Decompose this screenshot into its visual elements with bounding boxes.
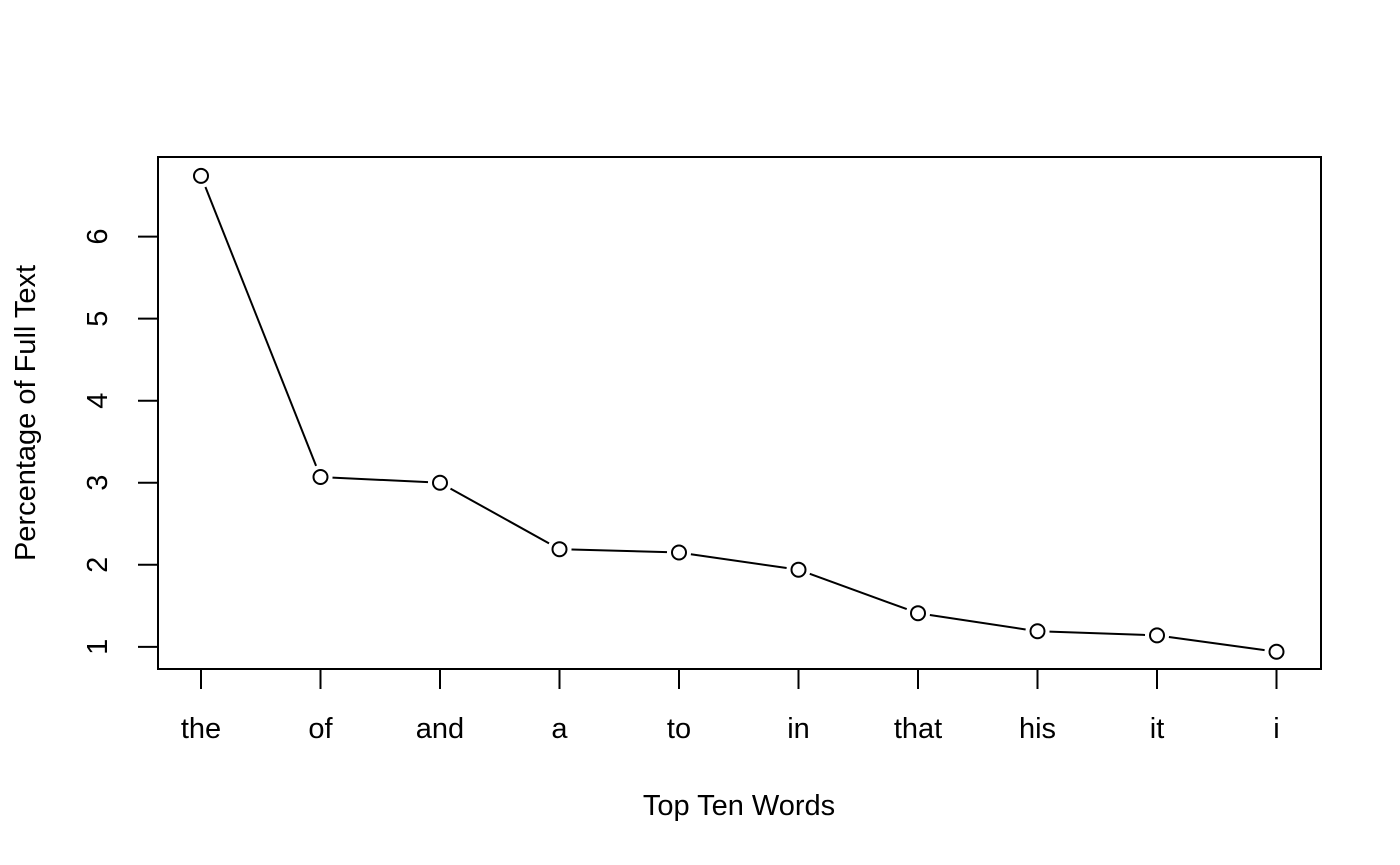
x-tick-label: in [787, 713, 810, 745]
series-line-segment [809, 572, 908, 611]
x-tick-label: that [894, 713, 942, 745]
series-line-segment [1168, 636, 1265, 652]
series-line-segment [1049, 630, 1146, 636]
x-axis-label: Top Ten Words [643, 790, 835, 822]
data-point-it [1149, 627, 1165, 644]
x-tick-label: his [1019, 713, 1056, 745]
data-point-that [910, 605, 926, 622]
y-tick-label: 5 [82, 311, 114, 327]
x-tick-label: of [308, 713, 333, 745]
series-line-segment [332, 476, 429, 484]
x-tick-label: i [1273, 713, 1279, 745]
data-point-in [790, 561, 807, 578]
y-tick-label: 4 [82, 393, 114, 409]
data-point-his [1029, 623, 1046, 640]
y-tick-label: 3 [82, 475, 114, 491]
data-point-and [432, 474, 448, 491]
x-axis: the of and a to in that his it i [181, 669, 1280, 745]
series-line-segment [929, 614, 1026, 631]
x-tick-label: it [1150, 713, 1165, 745]
data-point-a [551, 541, 568, 558]
y-tick-label: 2 [82, 557, 114, 573]
data-point-of [312, 469, 329, 485]
series-line-segment [690, 553, 787, 569]
y-axis: 1 2 3 4 5 6 [82, 229, 158, 655]
series-line-segment [204, 186, 318, 467]
data-point-the [193, 167, 209, 184]
series-layer [193, 167, 1285, 660]
series-line-segment [450, 487, 550, 545]
x-tick-label: to [667, 713, 691, 745]
series-line-segment [571, 548, 668, 554]
data-point-to [671, 544, 687, 561]
x-tick-label: a [551, 713, 568, 745]
x-tick-label: and [416, 713, 464, 745]
data-point-i [1268, 643, 1285, 660]
y-tick-label: 6 [82, 229, 114, 245]
plot-frame [157, 156, 1322, 670]
y-axis-label: Percentage of Full Text [10, 265, 42, 561]
y-tick-label: 1 [82, 639, 114, 655]
x-tick-label: the [181, 713, 221, 745]
